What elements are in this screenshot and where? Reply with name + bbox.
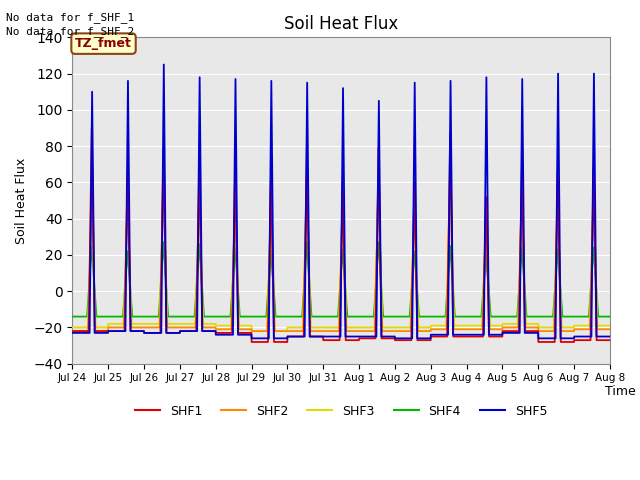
SHF5	[162, 273, 170, 278]
SHF1	[538, 339, 546, 345]
SHF5	[68, 330, 76, 336]
SHF2	[298, 328, 306, 334]
Title: Soil Heat Flux: Soil Heat Flux	[284, 15, 398, 33]
SHF3	[130, 321, 138, 327]
SHF2	[538, 328, 545, 334]
SHF3	[162, 257, 170, 263]
SHF4	[538, 314, 545, 320]
SHF4	[606, 314, 614, 320]
SHF1	[162, 287, 170, 292]
Text: TZ_fmet: TZ_fmet	[75, 37, 132, 50]
SHF4	[162, 276, 170, 282]
SHF4	[275, 314, 282, 320]
SHF1	[596, 337, 604, 343]
SHF4	[68, 314, 76, 320]
SHF3	[538, 324, 546, 330]
SHF3	[68, 324, 76, 330]
Text: No data for f_SHF_1: No data for f_SHF_1	[6, 12, 134, 23]
SHF5	[160, 61, 168, 67]
SHF3	[596, 323, 604, 328]
SHF3	[248, 328, 255, 334]
Legend: SHF1, SHF2, SHF3, SHF4, SHF5: SHF1, SHF2, SHF3, SHF4, SHF5	[130, 400, 552, 423]
SHF1	[275, 339, 283, 345]
SHF2	[130, 324, 138, 330]
SHF5	[130, 328, 138, 334]
SHF2	[596, 326, 604, 332]
SHF3	[298, 324, 306, 330]
Line: SHF1: SHF1	[72, 128, 610, 342]
SHF4	[130, 314, 138, 320]
Line: SHF2: SHF2	[72, 164, 610, 331]
SHF5	[275, 336, 283, 341]
SHF2	[446, 161, 454, 167]
SHF3	[446, 170, 454, 176]
X-axis label: Time: Time	[605, 385, 636, 398]
SHF4	[159, 240, 167, 245]
SHF5	[538, 336, 546, 341]
SHF1	[130, 328, 138, 334]
SHF5	[606, 334, 614, 339]
SHF3	[275, 328, 282, 334]
SHF1	[298, 334, 306, 339]
SHF5	[596, 334, 604, 339]
SHF4	[298, 314, 306, 320]
Line: SHF5: SHF5	[72, 64, 610, 338]
Line: SHF3: SHF3	[72, 173, 610, 331]
Text: No data for f_SHF_2: No data for f_SHF_2	[6, 26, 134, 37]
Line: SHF4: SHF4	[72, 242, 610, 317]
SHF2	[606, 326, 614, 332]
SHF1	[68, 328, 76, 334]
SHF5	[298, 334, 306, 339]
SHF4	[596, 314, 604, 320]
SHF5	[248, 336, 255, 341]
SHF3	[606, 323, 614, 328]
SHF1	[606, 337, 614, 343]
SHF1	[88, 125, 95, 131]
SHF1	[248, 339, 255, 345]
SHF2	[275, 328, 282, 334]
SHF2	[162, 263, 170, 269]
SHF2	[68, 328, 76, 334]
Y-axis label: Soil Heat Flux: Soil Heat Flux	[15, 157, 28, 244]
